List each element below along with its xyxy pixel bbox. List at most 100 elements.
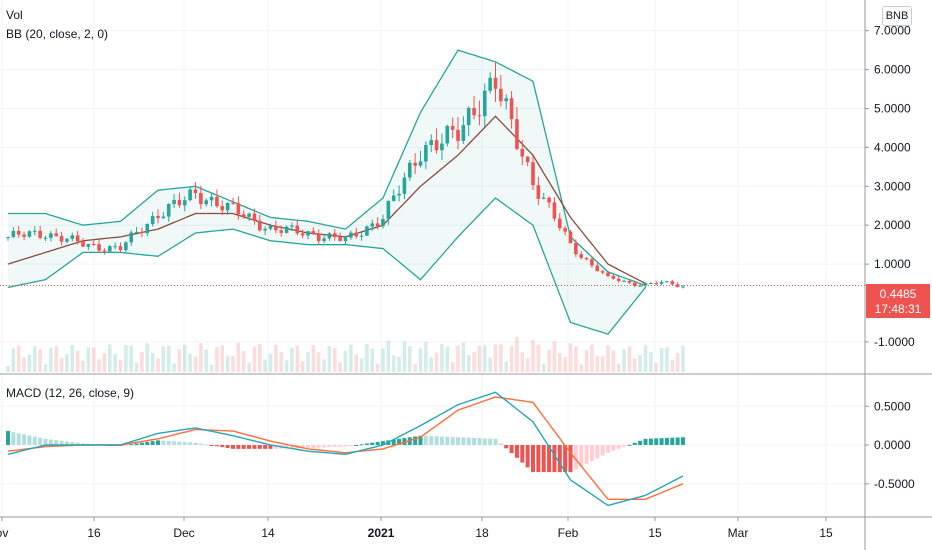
candle-body: [349, 232, 353, 238]
macd-histogram-bar: [332, 445, 337, 447]
candle-body: [509, 98, 514, 120]
volume-bar: [531, 340, 535, 372]
macd-histogram-bar: [81, 443, 85, 445]
volume-bar: [11, 348, 16, 372]
volume-bar: [434, 352, 439, 372]
candle-body: [654, 283, 659, 285]
candle-body: [97, 244, 101, 251]
x-tick-label: Feb: [558, 526, 579, 540]
volume-bar: [654, 362, 659, 372]
candle-body: [172, 199, 176, 205]
macd-histogram-bar: [616, 445, 621, 449]
macd-histogram-bar: [557, 445, 562, 473]
volume-bar: [402, 341, 407, 372]
candle-body: [268, 225, 273, 229]
volume-bar: [568, 343, 573, 372]
volume-bar: [166, 345, 171, 372]
volume-bar: [493, 344, 498, 372]
x-tick-label: 16: [87, 526, 101, 540]
y-tick-label: 6.0000: [874, 63, 911, 77]
candle-body: [59, 236, 64, 242]
candle-body: [584, 257, 589, 260]
candle-body: [145, 223, 150, 234]
volume-bar: [316, 352, 321, 372]
bb-legend[interactable]: BB (20, close, 2, 0): [6, 27, 109, 41]
candle-body: [547, 197, 551, 203]
volume-bar: [16, 345, 21, 372]
y-tick-label: 0.0000: [874, 438, 911, 452]
macd-histogram-bar: [343, 445, 348, 447]
candle-body: [166, 204, 171, 217]
volume-bar: [204, 349, 209, 372]
candle-body: [124, 242, 128, 251]
macd-histogram-bar: [70, 442, 75, 445]
macd-legend[interactable]: MACD (12, 26, close, 9): [6, 386, 135, 400]
macd-histogram-bar: [273, 445, 278, 449]
macd-histogram-bar: [129, 444, 134, 446]
candle-body: [488, 77, 492, 91]
macd-histogram-bar: [150, 441, 155, 445]
candle-body: [257, 220, 262, 231]
volume-bar: [156, 358, 160, 372]
volume-bar: [54, 346, 59, 372]
macd-histogram-bar: [681, 437, 685, 445]
volume-bar: [665, 347, 669, 372]
macd-histogram-bar: [509, 445, 514, 454]
volume-bar: [241, 350, 246, 372]
candle-body: [236, 203, 241, 215]
candle-body: [22, 234, 26, 237]
volume-bar: [681, 345, 685, 372]
candle-body: [16, 230, 21, 235]
candle-body: [263, 228, 267, 231]
y-tick-label: 4.0000: [874, 140, 911, 154]
volume-bar: [552, 341, 557, 372]
macd-histogram-bar: [247, 445, 252, 449]
volume-bar: [477, 345, 482, 372]
candle-body: [429, 140, 434, 145]
volume-bar: [75, 350, 80, 372]
volume-bar: [327, 345, 332, 372]
volume-bar: [606, 345, 610, 372]
candle-body: [563, 228, 567, 232]
candle-body: [247, 213, 251, 217]
volume-bar: [375, 364, 380, 372]
macd-histogram-bar: [536, 445, 541, 473]
volume-bar: [638, 355, 642, 372]
symbol-badge[interactable]: BNB: [882, 6, 912, 26]
macd-histogram-bar: [466, 437, 471, 445]
volume-bar: [268, 353, 273, 372]
macd-histogram-bar: [354, 445, 359, 446]
candle-body: [54, 233, 59, 237]
candle-body: [466, 107, 471, 126]
x-tick-label: ov: [0, 526, 8, 540]
x-tick-label: 15: [648, 526, 662, 540]
volume-bar: [381, 348, 385, 372]
macd-histogram-bar: [139, 442, 144, 445]
candle-body: [397, 193, 401, 196]
macd-histogram-bar: [156, 440, 160, 445]
vol-legend[interactable]: Vol: [6, 8, 23, 22]
bb-basis-line: [7, 115, 646, 285]
macd-histogram-bar: [6, 431, 10, 445]
candle-body: [370, 223, 375, 227]
volume-bar: [65, 354, 69, 372]
candle-body: [391, 195, 396, 201]
macd-histogram-bar: [348, 445, 353, 446]
macd-pane: [6, 391, 685, 507]
candle-body: [70, 235, 75, 239]
volume-bar: [472, 351, 476, 372]
y-tick-label: -0.5000: [874, 477, 915, 491]
candle-body: [75, 235, 80, 242]
macd-histogram-bar: [675, 437, 680, 445]
candle-body: [65, 238, 69, 242]
macd-histogram-bar: [27, 435, 32, 445]
volume-bar: [209, 364, 214, 372]
macd-histogram-bar: [423, 435, 428, 445]
macd-histogram-bar: [220, 445, 225, 448]
volume-bar: [32, 346, 37, 372]
macd-histogram-bar: [504, 445, 509, 449]
candle-body: [595, 265, 600, 272]
macd-histogram-bar: [22, 434, 27, 445]
volume-bar: [338, 362, 342, 372]
volume-bar: [424, 341, 428, 372]
